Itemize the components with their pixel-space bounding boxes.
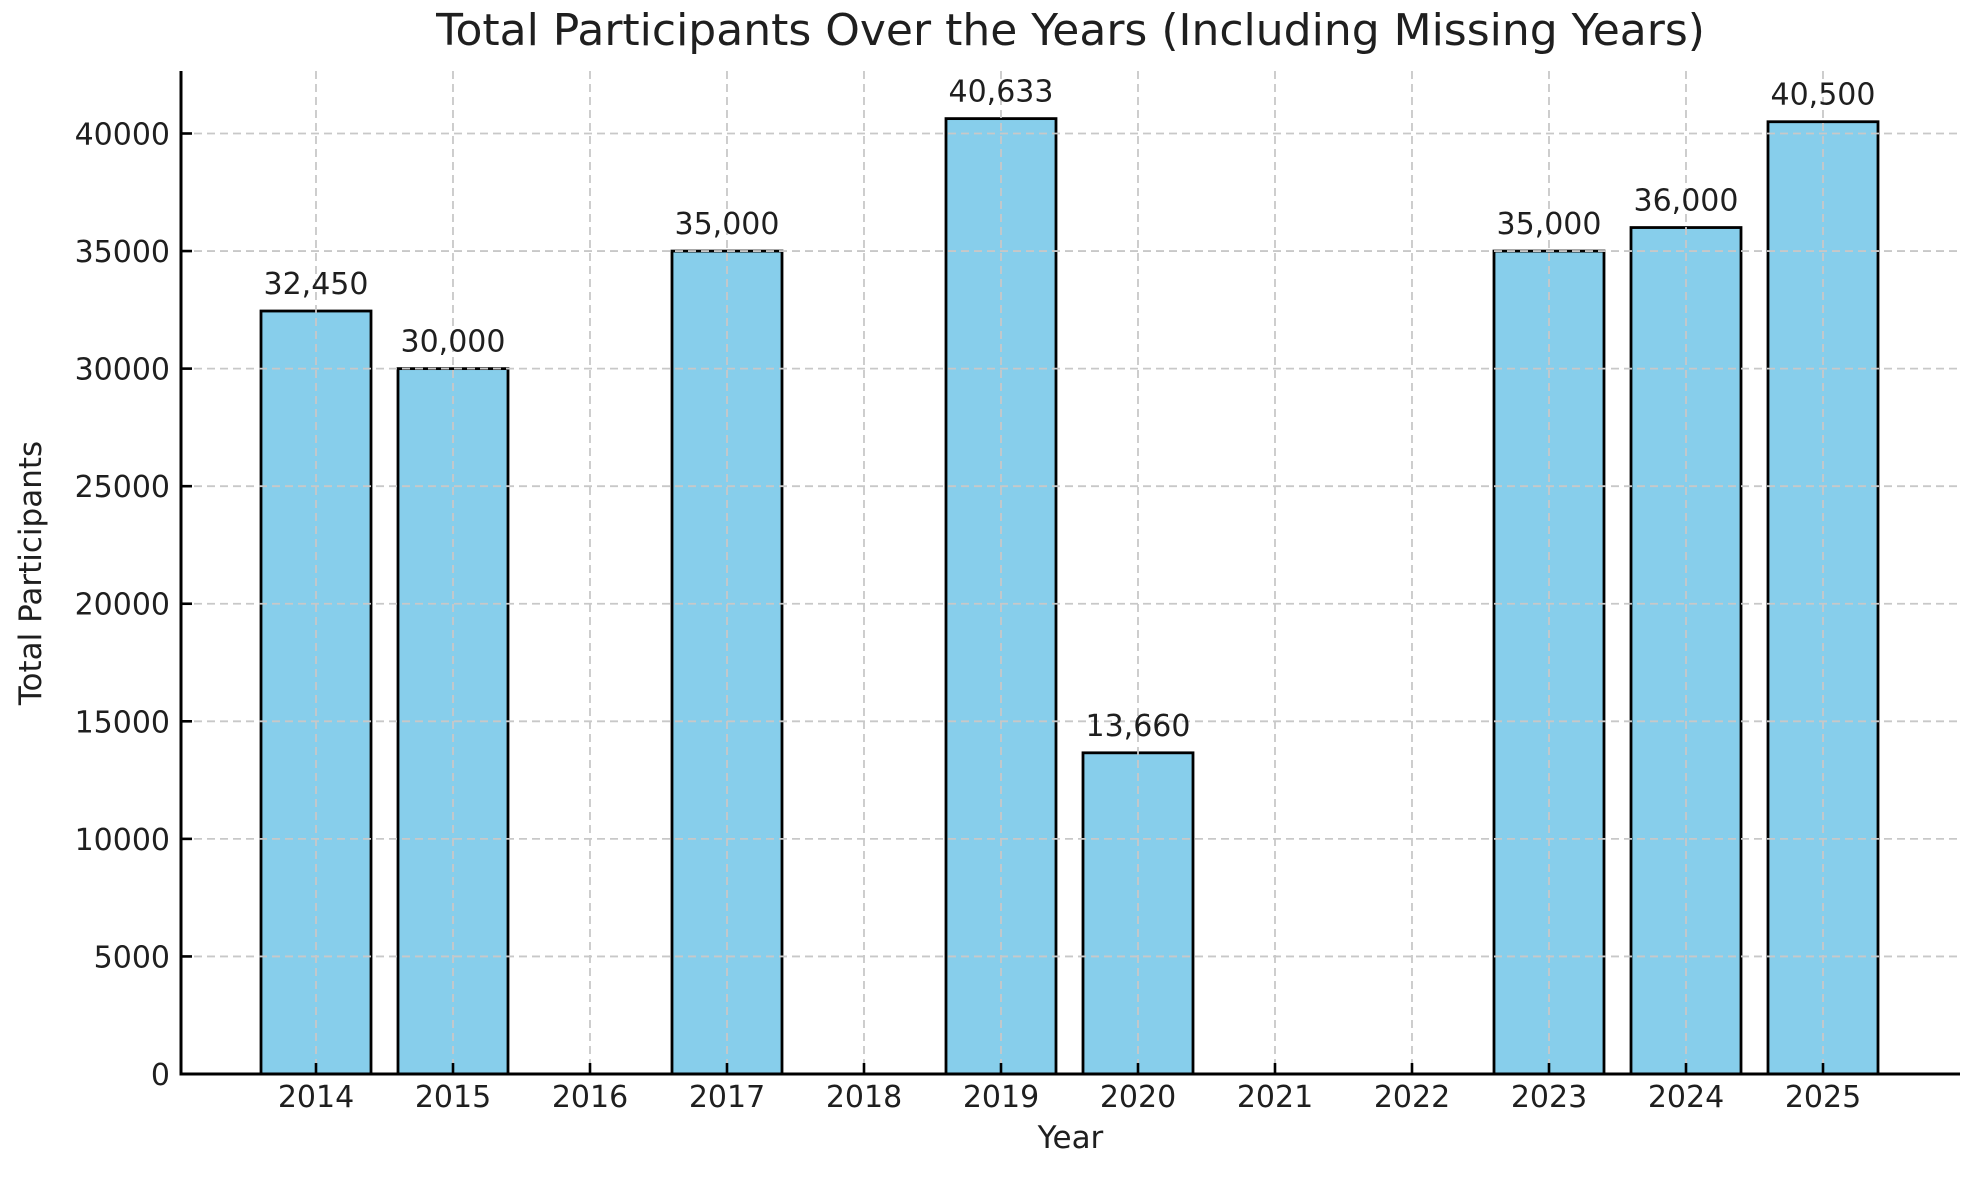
y-tick-label-40000: 40000 (75, 117, 170, 152)
bar-value-label-2025: 40,500 (1771, 78, 1876, 113)
x-tick-label-2021: 2021 (1237, 1080, 1313, 1115)
x-tick-label-2025: 2025 (1785, 1080, 1861, 1115)
x-tick-label-2018: 2018 (826, 1080, 902, 1115)
y-tick-label-25000: 25000 (75, 470, 170, 505)
x-tick-label-2019: 2019 (963, 1080, 1039, 1115)
bar-value-label-2019: 40,633 (949, 75, 1054, 110)
y-tick-label-15000: 15000 (75, 705, 170, 740)
bar-value-label-2020: 13,660 (1086, 709, 1191, 744)
y-tick-label-35000: 35000 (75, 235, 170, 270)
y-tick-label-20000: 20000 (75, 588, 170, 623)
x-tick-label-2024: 2024 (1648, 1080, 1724, 1115)
x-tick-label-2020: 2020 (1100, 1080, 1176, 1115)
chart-title: Total Participants Over the Years (Inclu… (436, 5, 1705, 56)
x-tick-label-2022: 2022 (1374, 1080, 1450, 1115)
x-tick-label-2017: 2017 (689, 1080, 765, 1115)
x-tick-label-2016: 2016 (552, 1080, 628, 1115)
bar-value-label-2024: 36,000 (1634, 184, 1739, 219)
x-tick-label-2014: 2014 (278, 1080, 354, 1115)
x-axis-label: Year (1037, 1120, 1104, 1156)
bar-value-label-2014: 32,450 (264, 267, 369, 302)
bar-value-label-2023: 35,000 (1497, 207, 1602, 242)
y-tick-label-10000: 10000 (75, 823, 170, 858)
bar-value-label-2017: 35,000 (675, 207, 780, 242)
y-tick-label-0: 0 (151, 1058, 170, 1093)
y-tick-label-5000: 5000 (94, 940, 170, 975)
bar-value-label-2015: 30,000 (401, 325, 506, 360)
x-tick-label-2015: 2015 (415, 1080, 491, 1115)
y-tick-label-30000: 30000 (75, 353, 170, 388)
x-tick-label-2023: 2023 (1511, 1080, 1587, 1115)
